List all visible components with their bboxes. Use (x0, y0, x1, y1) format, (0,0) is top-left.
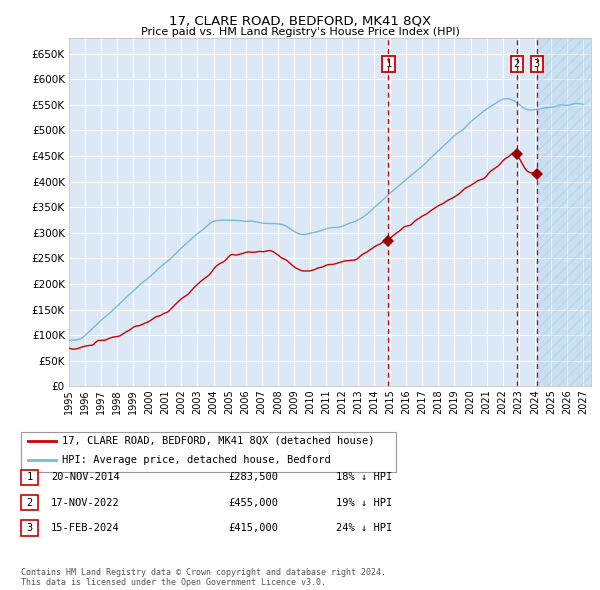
Text: 2: 2 (26, 498, 32, 507)
Text: 1: 1 (385, 59, 392, 69)
Text: 1: 1 (26, 473, 32, 482)
Text: Contains HM Land Registry data © Crown copyright and database right 2024.
This d: Contains HM Land Registry data © Crown c… (21, 568, 386, 587)
Text: 17, CLARE ROAD, BEDFORD, MK41 8QX: 17, CLARE ROAD, BEDFORD, MK41 8QX (169, 15, 431, 28)
Text: £283,500: £283,500 (228, 473, 278, 482)
Text: 3: 3 (26, 523, 32, 533)
Text: 17-NOV-2022: 17-NOV-2022 (51, 498, 120, 507)
Text: 15-FEB-2024: 15-FEB-2024 (51, 523, 120, 533)
Text: £455,000: £455,000 (228, 498, 278, 507)
Text: Price paid vs. HM Land Registry's House Price Index (HPI): Price paid vs. HM Land Registry's House … (140, 27, 460, 37)
Text: £415,000: £415,000 (228, 523, 278, 533)
Text: HPI: Average price, detached house, Bedford: HPI: Average price, detached house, Bedf… (62, 455, 331, 465)
Text: 17, CLARE ROAD, BEDFORD, MK41 8QX (detached house): 17, CLARE ROAD, BEDFORD, MK41 8QX (detac… (62, 436, 374, 445)
Text: 20-NOV-2014: 20-NOV-2014 (51, 473, 120, 482)
Bar (537, 38, 591, 386)
Text: 24% ↓ HPI: 24% ↓ HPI (336, 523, 392, 533)
Text: 18% ↓ HPI: 18% ↓ HPI (336, 473, 392, 482)
Text: 19% ↓ HPI: 19% ↓ HPI (336, 498, 392, 507)
Text: 3: 3 (533, 59, 540, 69)
Text: 2: 2 (514, 59, 520, 69)
